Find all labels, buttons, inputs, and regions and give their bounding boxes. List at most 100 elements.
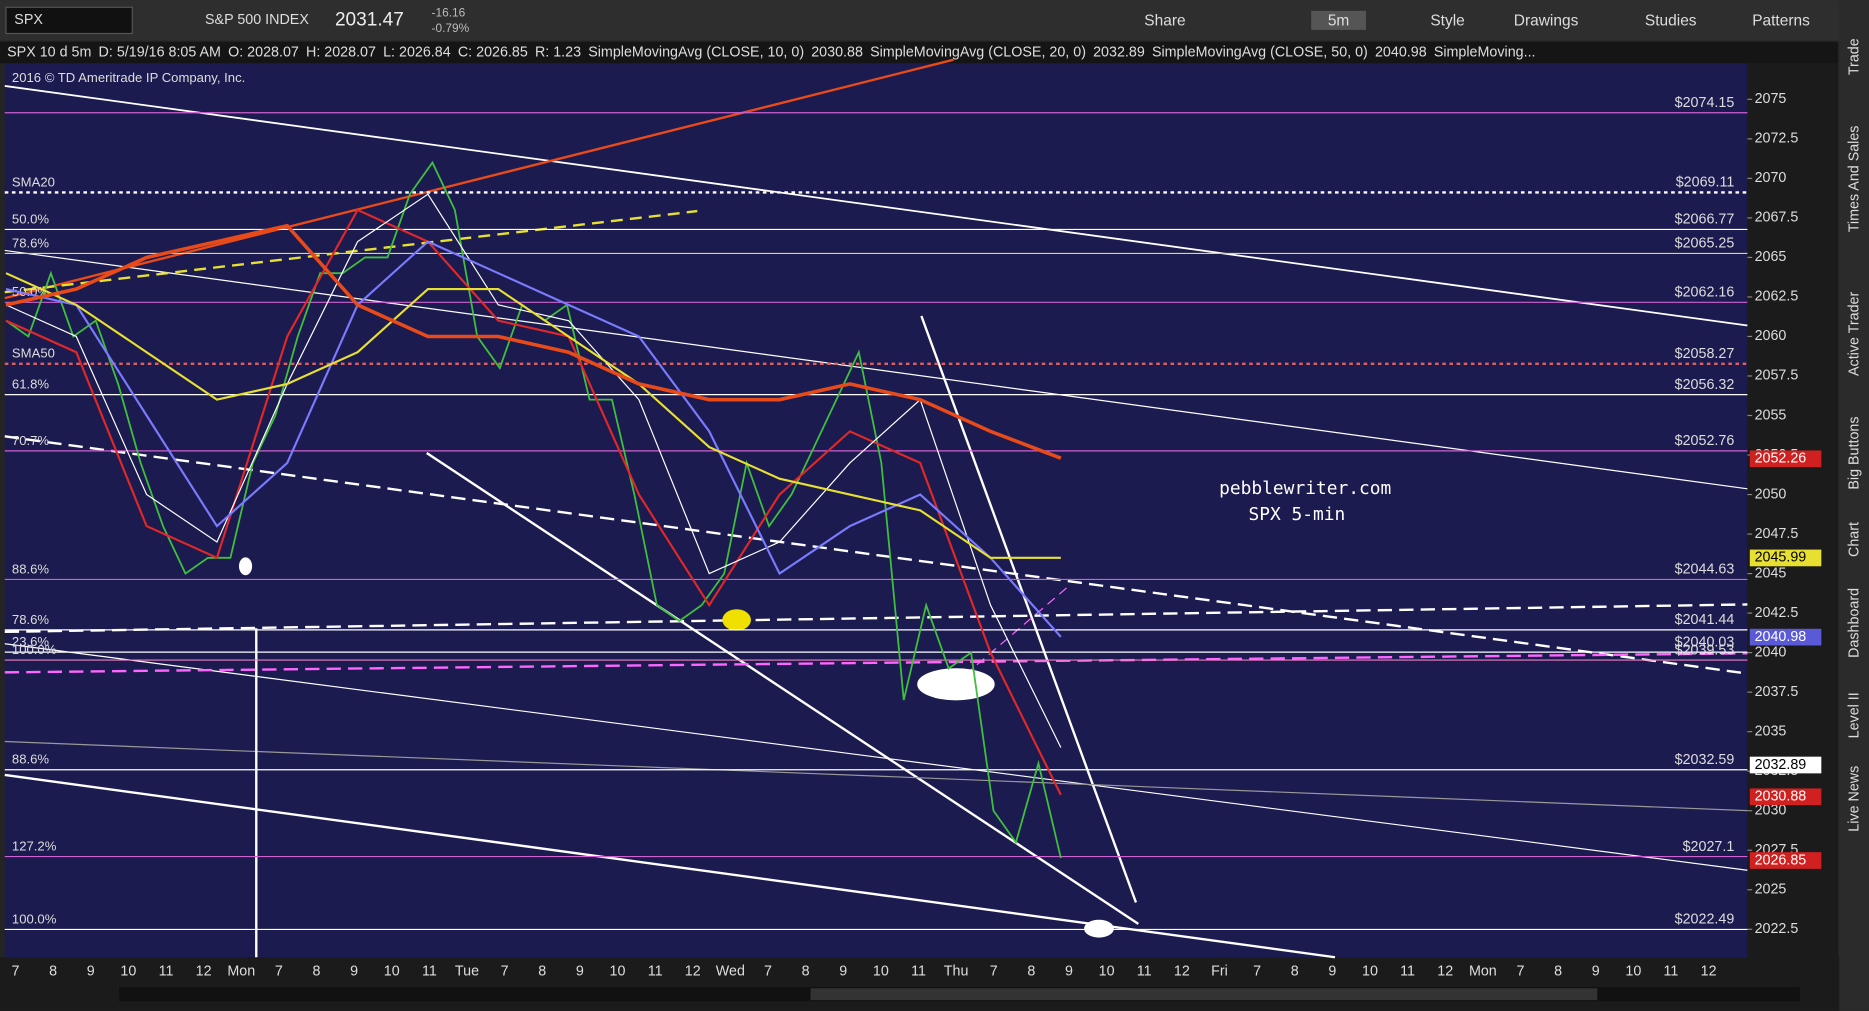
- header-item: C: 2026.85: [458, 44, 528, 60]
- x-tick-label: 8: [538, 963, 546, 979]
- x-tick-label: 12: [196, 963, 212, 979]
- toolbar-button[interactable]: Style: [1430, 13, 1464, 30]
- level-price: $2022.49: [1675, 912, 1735, 928]
- level-label: 88.6%: [12, 752, 50, 767]
- price-tag-label: 2040.98: [1755, 629, 1807, 645]
- index-name: S&P 500 INDEX: [205, 12, 309, 28]
- scroll-thumb[interactable]: [810, 988, 1598, 1001]
- x-tick-label: 7: [1517, 963, 1525, 979]
- x-tick-label: 11: [911, 963, 926, 979]
- x-tick-label: 9: [1065, 963, 1073, 979]
- trend-line: [4, 740, 1748, 812]
- header-item: SPX 10 d 5m: [7, 44, 91, 60]
- level-price: $2027.1: [1683, 839, 1735, 855]
- x-tick-label: 7: [501, 963, 509, 979]
- side-tab[interactable]: Times And Sales: [1846, 126, 1862, 233]
- toolbar-button[interactable]: Drawings: [1514, 13, 1579, 30]
- symbol-box[interactable]: [5, 6, 133, 35]
- toolbar-button[interactable]: Share: [1144, 13, 1185, 30]
- level-label: SMA20: [12, 174, 55, 189]
- level-label: 100.0%: [12, 642, 57, 657]
- level-price: $2066.77: [1675, 212, 1735, 228]
- toolbar-button[interactable]: 5m: [1328, 13, 1350, 30]
- time-axis: [0, 957, 1840, 1011]
- price-tag: [1749, 450, 1822, 468]
- side-tab[interactable]: Big Buttons: [1846, 416, 1862, 489]
- trend-line: [941, 587, 1068, 696]
- x-tick-label: 10: [1625, 963, 1641, 979]
- price-tag-label: 2026.85: [1755, 852, 1807, 868]
- level-price: $2040.03: [1675, 634, 1735, 650]
- header-item: R: 1.23: [535, 44, 581, 60]
- header-item: L: 2026.84: [383, 44, 451, 60]
- x-tick-label: 8: [802, 963, 810, 979]
- header-item: D: 5/19/16 8:05 AM: [99, 44, 221, 60]
- price-tag-label: 2052.26: [1755, 451, 1807, 467]
- toolbar: [0, 0, 1869, 41]
- x-tick-label: 10: [1362, 963, 1378, 979]
- x-tick-label: 10: [384, 963, 400, 979]
- x-tick-label: 7: [1253, 963, 1261, 979]
- toolbar-button[interactable]: Patterns: [1752, 13, 1810, 30]
- level-label: 88.6%: [12, 561, 50, 576]
- legend-entry: SimpleMoving...: [1434, 44, 1536, 60]
- side-panel: [1839, 0, 1869, 1011]
- series-line: [5, 272, 1061, 559]
- annotation: pebblewriter.com: [1219, 478, 1391, 499]
- side-tab[interactable]: Dashboard: [1846, 588, 1862, 658]
- trend-line: [4, 603, 1748, 634]
- level-price: $2065.25: [1675, 236, 1735, 252]
- side-tab[interactable]: Active Trader: [1846, 292, 1862, 376]
- level-label: 100.0%: [12, 911, 57, 926]
- header-strip: [0, 41, 1839, 64]
- x-tick-label: 9: [1328, 963, 1336, 979]
- header-item: H: 2028.07: [306, 44, 376, 60]
- study-value: 2030.88: [811, 44, 863, 60]
- x-tick-label: 8: [49, 963, 57, 979]
- toolbar-button[interactable]: Studies: [1645, 13, 1697, 30]
- side-tab[interactable]: Level II: [1846, 692, 1862, 738]
- x-tick-label: Mon: [1469, 963, 1497, 979]
- x-tick-label: 12: [1437, 963, 1453, 979]
- x-tick-label: 11: [1664, 963, 1679, 979]
- y-tick-label: 2025: [1755, 882, 1787, 898]
- x-tick-label: 12: [685, 963, 701, 979]
- x-tick-label: 7: [764, 963, 772, 979]
- series-line: [5, 208, 1062, 796]
- series-line: [5, 240, 1062, 638]
- timeframe-box[interactable]: [1311, 10, 1366, 30]
- trend-line: [4, 643, 1748, 871]
- side-tab[interactable]: Trade: [1846, 38, 1862, 75]
- x-tick-label: 9: [1592, 963, 1600, 979]
- price-tag-label: 2045.99: [1755, 550, 1807, 566]
- level-price: $2052.76: [1675, 433, 1735, 449]
- trend-line: [4, 209, 698, 294]
- last-price: 2031.47: [335, 9, 404, 30]
- legend-entry: SimpleMovingAvg (CLOSE, 50, 0): [1152, 44, 1368, 60]
- legend-entry: SimpleMovingAvg (CLOSE, 20, 0): [870, 44, 1086, 60]
- study-value: 2032.89: [1093, 44, 1145, 60]
- level-price: $2032.59: [1675, 752, 1735, 768]
- y-tick-label: 2037.5: [1755, 684, 1799, 700]
- side-tab[interactable]: Chart: [1846, 522, 1862, 557]
- series-line: [5, 223, 1062, 460]
- side-tab[interactable]: Live News: [1846, 766, 1862, 832]
- trend-line: [4, 435, 1748, 675]
- x-tick-label: 9: [576, 963, 584, 979]
- trend-lines: [4, 58, 1748, 959]
- x-tick-label: 10: [120, 963, 136, 979]
- y-tick-label: 2062.5: [1755, 289, 1799, 305]
- y-tick-label: 2065: [1755, 249, 1787, 265]
- level-label: 127.2%: [12, 838, 57, 853]
- level-label: 61.8%: [12, 377, 50, 392]
- y-tick-label: 2060: [1755, 328, 1787, 344]
- level-price: $2069.11: [1676, 175, 1735, 191]
- x-tick-label: 7: [275, 963, 283, 979]
- price-tag: [1749, 756, 1822, 774]
- price-axis: [1747, 63, 1839, 958]
- y-tick-label: 2035: [1755, 723, 1787, 739]
- marker: [917, 668, 995, 701]
- level-label: 50.0%: [12, 211, 50, 226]
- x-tick-label: Fri: [1211, 963, 1228, 979]
